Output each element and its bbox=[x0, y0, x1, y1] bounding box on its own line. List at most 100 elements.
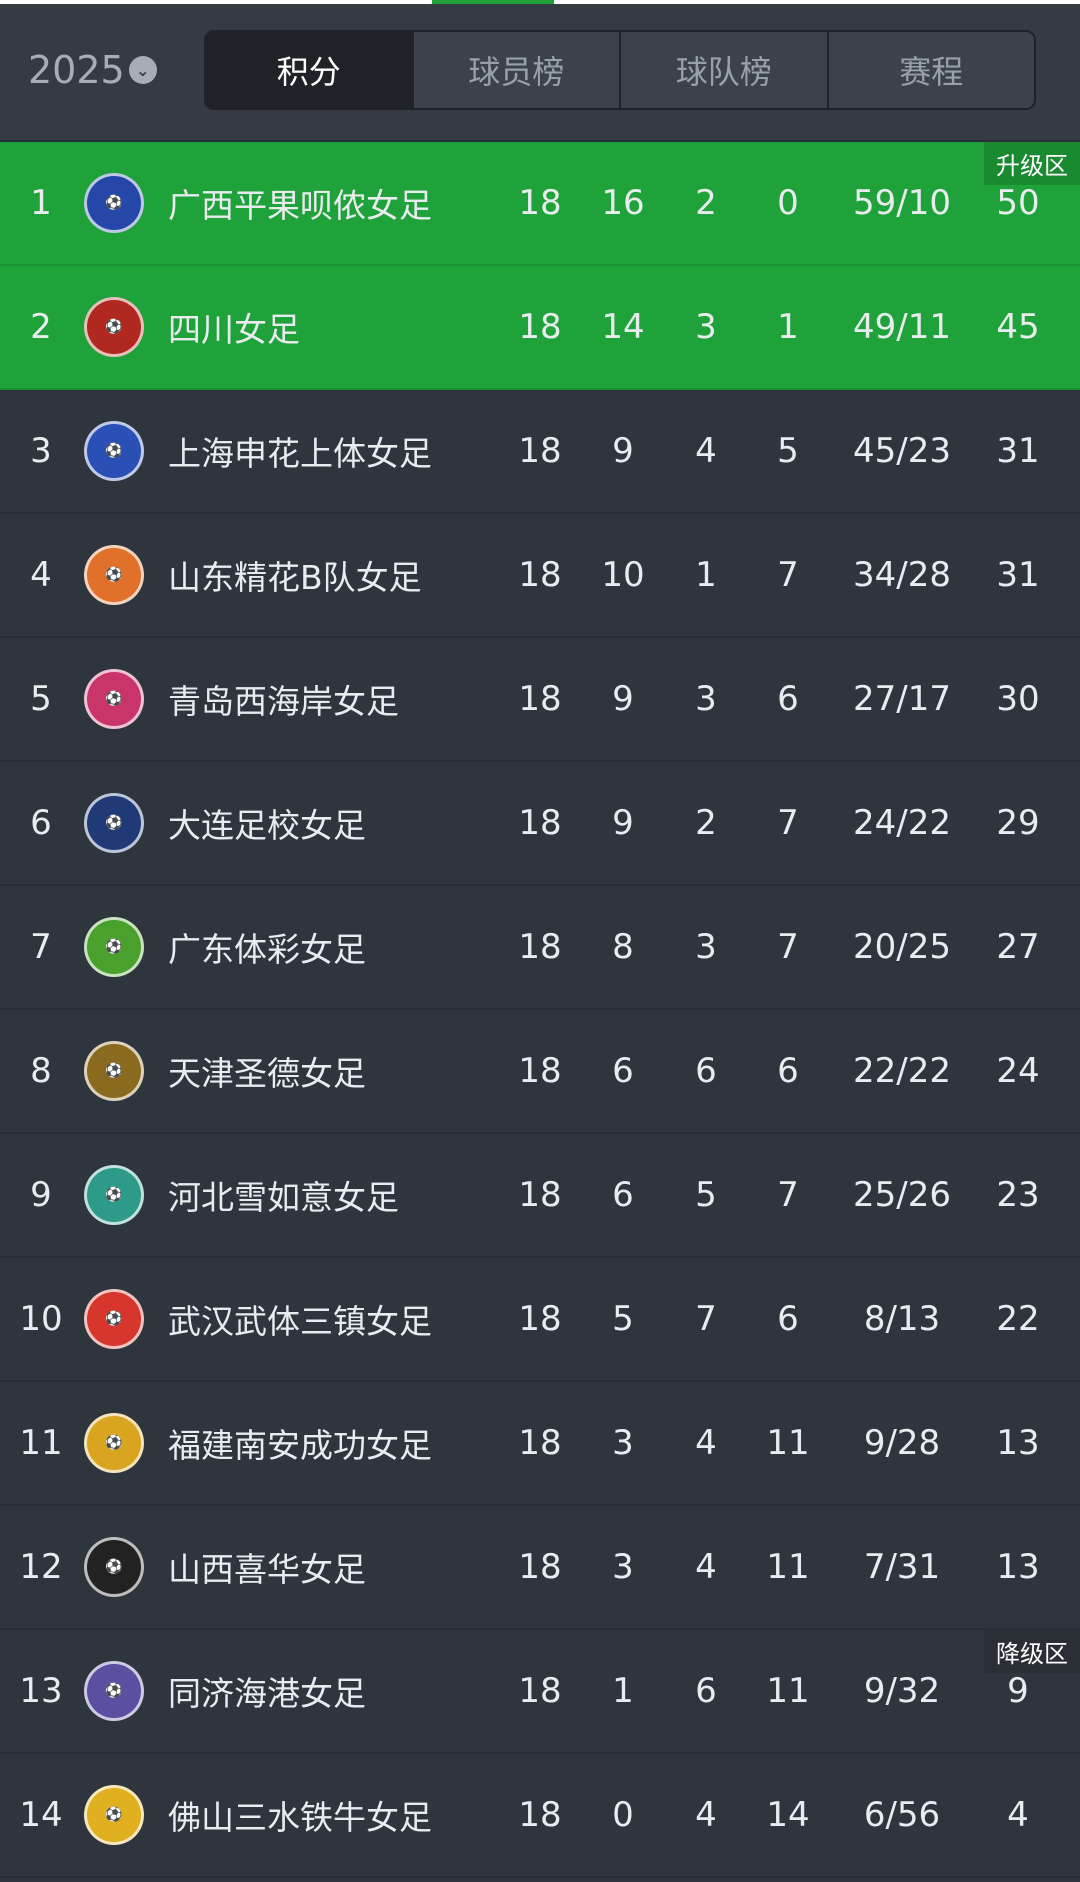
header: 2025 ⌄ 积分 球员榜 球队榜 赛程 bbox=[0, 4, 1080, 142]
table-row[interactable]: 4 山东精花B队女足 18 10 1 7 34/28 31 ⚽ bbox=[0, 514, 1080, 638]
tab-bar: 积分 球员榜 球队榜 赛程 bbox=[204, 30, 1036, 110]
goals: 9/28 bbox=[863, 1423, 941, 1463]
season-selector[interactable]: 2025 ⌄ bbox=[28, 48, 157, 92]
lost: 7 bbox=[777, 555, 799, 595]
tab-players[interactable]: 球员榜 bbox=[411, 32, 619, 108]
lost: 11 bbox=[766, 1423, 810, 1463]
played: 18 bbox=[518, 1051, 562, 1091]
drawn: 3 bbox=[695, 927, 717, 967]
lost: 11 bbox=[766, 1671, 810, 1711]
points: 9 bbox=[1007, 1671, 1029, 1711]
team-rank: 4 bbox=[30, 555, 52, 595]
drawn: 3 bbox=[695, 307, 717, 347]
drawn: 7 bbox=[695, 1299, 717, 1339]
lost: 5 bbox=[777, 431, 799, 471]
won: 0 bbox=[612, 1795, 634, 1835]
tab-standings[interactable]: 积分 bbox=[206, 32, 412, 108]
table-row[interactable]: 14 佛山三水铁牛女足 18 0 4 14 6/56 4 ⚽ bbox=[0, 1754, 1080, 1878]
table-row[interactable]: 1 广西平果呗侬女足 18 16 2 0 59/10 50 ⚽ 升级区 bbox=[0, 142, 1080, 266]
team-rank: 14 bbox=[19, 1795, 63, 1835]
goals: 49/11 bbox=[853, 307, 951, 347]
table-row[interactable]: 6 大连足校女足 18 9 2 7 24/22 29 ⚽ bbox=[0, 762, 1080, 886]
goals: 45/23 bbox=[853, 431, 951, 471]
team-rank: 6 bbox=[30, 803, 52, 843]
tab-teams[interactable]: 球队榜 bbox=[619, 32, 827, 108]
played: 18 bbox=[518, 1175, 562, 1215]
lost: 7 bbox=[777, 1175, 799, 1215]
drawn: 2 bbox=[695, 183, 717, 223]
drawn: 5 bbox=[695, 1175, 717, 1215]
won: 3 bbox=[612, 1547, 634, 1587]
lost: 0 bbox=[777, 183, 799, 223]
played: 18 bbox=[518, 1423, 562, 1463]
played: 18 bbox=[518, 679, 562, 719]
won: 3 bbox=[612, 1423, 634, 1463]
team-logo-icon: ⚽ bbox=[84, 545, 144, 605]
played: 18 bbox=[518, 803, 562, 843]
won: 9 bbox=[612, 679, 634, 719]
won: 14 bbox=[601, 307, 645, 347]
points: 50 bbox=[996, 183, 1040, 223]
team-rank: 11 bbox=[19, 1423, 63, 1463]
lost: 6 bbox=[777, 679, 799, 719]
team-name: 同济海港女足 bbox=[168, 1674, 366, 1713]
team-rank: 12 bbox=[19, 1547, 63, 1587]
won: 8 bbox=[612, 927, 634, 967]
points: 31 bbox=[996, 555, 1040, 595]
table-row[interactable]: 13 同济海港女足 18 1 6 11 9/32 9 ⚽ 降级区 bbox=[0, 1630, 1080, 1754]
won: 9 bbox=[612, 431, 634, 471]
team-rank: 1 bbox=[30, 183, 52, 223]
table-row[interactable]: 2 四川女足 18 14 3 1 49/11 45 ⚽ bbox=[0, 266, 1080, 390]
table-row[interactable]: 9 河北雪如意女足 18 6 5 7 25/26 23 ⚽ bbox=[0, 1134, 1080, 1258]
played: 18 bbox=[518, 927, 562, 967]
tab-schedule[interactable]: 赛程 bbox=[826, 32, 1034, 108]
table-row[interactable]: 3 上海申花上体女足 18 9 4 5 45/23 31 ⚽ bbox=[0, 390, 1080, 514]
team-name: 福建南安成功女足 bbox=[168, 1426, 432, 1465]
team-name: 广东体彩女足 bbox=[168, 930, 366, 969]
team-rank: 8 bbox=[30, 1051, 52, 1091]
table-row[interactable]: 11 福建南安成功女足 18 3 4 11 9/28 13 ⚽ bbox=[0, 1382, 1080, 1506]
team-logo-icon: ⚽ bbox=[84, 1041, 144, 1101]
team-logo-icon: ⚽ bbox=[84, 1289, 144, 1349]
chevron-down-icon: ⌄ bbox=[128, 56, 157, 84]
table-row[interactable]: 12 山西喜华女足 18 3 4 11 7/31 13 ⚽ bbox=[0, 1506, 1080, 1630]
team-name: 山东精花B队女足 bbox=[168, 558, 422, 597]
won: 9 bbox=[612, 803, 634, 843]
played: 18 bbox=[518, 1547, 562, 1587]
team-name: 四川女足 bbox=[168, 310, 300, 349]
team-name: 青岛西海岸女足 bbox=[168, 682, 399, 721]
team-rank: 2 bbox=[30, 307, 52, 347]
team-name: 广西平果呗侬女足 bbox=[168, 186, 432, 225]
goals: 34/28 bbox=[853, 555, 951, 595]
team-rank: 5 bbox=[30, 679, 52, 719]
won: 10 bbox=[601, 555, 645, 595]
points: 13 bbox=[996, 1547, 1040, 1587]
table-row[interactable]: 10 武汉武体三镇女足 18 5 7 6 8/13 22 ⚽ bbox=[0, 1258, 1080, 1382]
played: 18 bbox=[518, 555, 562, 595]
goals: 6/56 bbox=[863, 1795, 941, 1835]
goals: 27/17 bbox=[853, 679, 951, 719]
team-rank: 3 bbox=[30, 431, 52, 471]
lost: 6 bbox=[777, 1299, 799, 1339]
promotion-zone-badge: 升级区 bbox=[984, 142, 1080, 185]
played: 18 bbox=[518, 183, 562, 223]
points: 45 bbox=[996, 307, 1040, 347]
lost: 7 bbox=[777, 803, 799, 843]
goals: 9/32 bbox=[863, 1671, 941, 1711]
table-row[interactable]: 7 广东体彩女足 18 8 3 7 20/25 27 ⚽ bbox=[0, 886, 1080, 1010]
team-rank: 7 bbox=[30, 927, 52, 967]
team-name: 河北雪如意女足 bbox=[168, 1178, 399, 1217]
won: 6 bbox=[612, 1051, 634, 1091]
team-rank: 13 bbox=[19, 1671, 63, 1711]
team-logo-icon: ⚽ bbox=[84, 1413, 144, 1473]
points: 23 bbox=[996, 1175, 1040, 1215]
drawn: 2 bbox=[695, 803, 717, 843]
points: 13 bbox=[996, 1423, 1040, 1463]
lost: 11 bbox=[766, 1547, 810, 1587]
top-strip bbox=[0, 0, 1080, 4]
table-row[interactable]: 5 青岛西海岸女足 18 9 3 6 27/17 30 ⚽ bbox=[0, 638, 1080, 762]
points: 22 bbox=[996, 1299, 1040, 1339]
drawn: 4 bbox=[695, 431, 717, 471]
team-logo-icon: ⚽ bbox=[84, 669, 144, 729]
table-row[interactable]: 8 天津圣德女足 18 6 6 6 22/22 24 ⚽ bbox=[0, 1010, 1080, 1134]
